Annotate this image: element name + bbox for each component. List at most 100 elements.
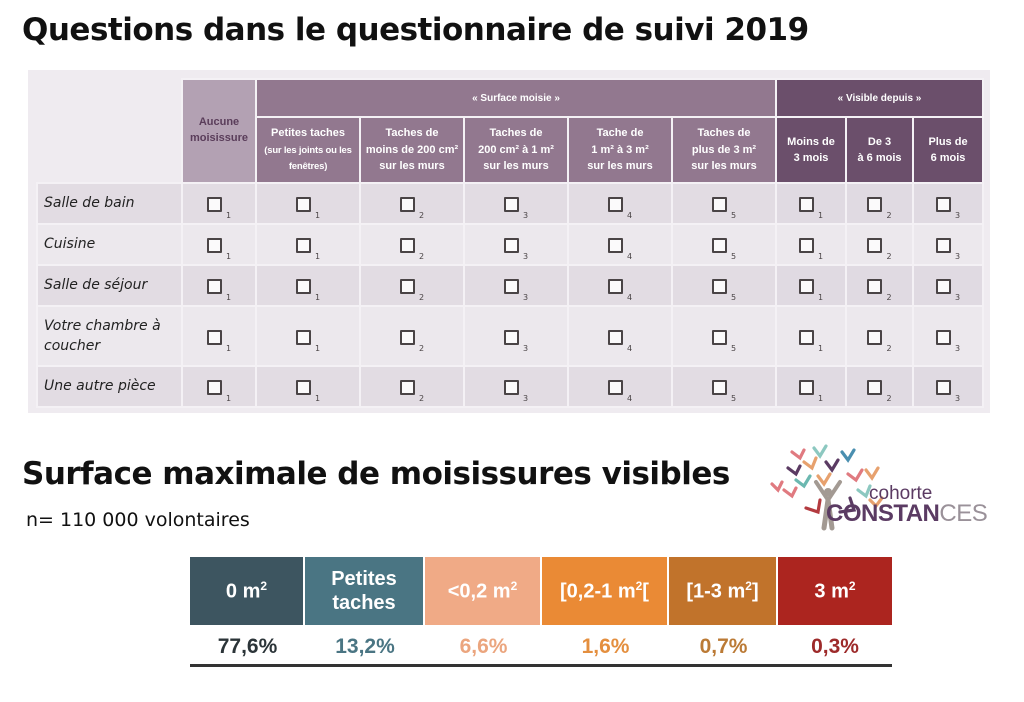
checkbox-cell[interactable]: 5	[671, 182, 777, 225]
checkbox[interactable]	[206, 329, 222, 345]
checkbox[interactable]	[798, 380, 814, 395]
checkbox-cell[interactable]: 2	[845, 223, 914, 266]
checkbox-cell[interactable]: 1	[775, 264, 847, 307]
checkbox[interactable]	[295, 197, 311, 212]
checkbox-cell[interactable]: 1	[181, 182, 257, 225]
checkbox-cell[interactable]: 3	[463, 182, 569, 225]
checkbox-cell[interactable]: 2	[359, 264, 465, 307]
checkbox[interactable]	[935, 238, 951, 253]
checkbox-cell[interactable]: 4	[567, 305, 673, 367]
checkbox[interactable]	[711, 279, 727, 294]
checkbox[interactable]	[607, 238, 623, 253]
checkbox-cell[interactable]: 3	[463, 365, 569, 408]
checkbox[interactable]	[798, 197, 814, 212]
checkbox-cell[interactable]: 3	[912, 223, 984, 266]
checkbox[interactable]	[503, 197, 519, 212]
checkbox-cell[interactable]: 3	[912, 264, 984, 307]
checkbox[interactable]	[798, 238, 814, 253]
checkbox-code: 2	[418, 252, 425, 261]
checkbox-cell[interactable]: 4	[567, 223, 673, 266]
checkbox[interactable]	[295, 329, 311, 345]
checkbox[interactable]	[206, 380, 222, 395]
checkbox-cell[interactable]: 3	[912, 182, 984, 225]
checkbox-cell[interactable]: 1	[181, 264, 257, 307]
checkbox[interactable]	[867, 238, 883, 253]
checkbox-cell[interactable]: 1	[255, 365, 361, 408]
checkbox-cell[interactable]: 2	[359, 223, 465, 266]
checkbox-cell[interactable]: 3	[463, 223, 569, 266]
checkbox-cell[interactable]: 1	[181, 223, 257, 266]
scale-segment: Petites taches	[305, 557, 425, 625]
checkbox[interactable]	[295, 380, 311, 395]
checkbox-code: 1	[225, 343, 232, 353]
checkbox-cell[interactable]: 3	[463, 264, 569, 307]
checkbox[interactable]	[798, 329, 814, 345]
checkbox[interactable]	[711, 197, 727, 212]
checkbox[interactable]	[206, 279, 222, 294]
header-line: (sur les joints ou les	[264, 144, 352, 156]
checkbox[interactable]	[503, 380, 519, 395]
checkbox-cell[interactable]: 1	[181, 305, 257, 367]
checkbox-cell[interactable]: 2	[359, 182, 465, 225]
checkbox-cell[interactable]: 2	[845, 182, 914, 225]
checkbox-cell[interactable]: 4	[567, 264, 673, 307]
checkbox-cell[interactable]: 2	[845, 264, 914, 307]
checkbox[interactable]	[399, 380, 415, 395]
checkbox-cell[interactable]: 2	[359, 365, 465, 408]
checkbox[interactable]	[503, 329, 519, 345]
checkbox[interactable]	[399, 197, 415, 212]
checkbox[interactable]	[935, 329, 951, 345]
checkbox-cell[interactable]: 1	[255, 182, 361, 225]
checkbox[interactable]	[935, 197, 951, 212]
checkbox[interactable]	[503, 279, 519, 294]
checkbox[interactable]	[867, 329, 883, 345]
checkbox-cell[interactable]: 4	[567, 365, 673, 408]
checkbox-cell[interactable]: 1	[255, 223, 361, 266]
checkbox[interactable]	[206, 238, 222, 253]
checkbox[interactable]	[607, 279, 623, 294]
checkbox[interactable]	[867, 197, 883, 212]
checkbox[interactable]	[206, 197, 222, 212]
checkbox[interactable]	[399, 238, 415, 253]
checkbox-cell[interactable]: 5	[671, 264, 777, 307]
checkbox[interactable]	[711, 329, 727, 345]
checkbox-cell[interactable]: 1	[775, 182, 847, 225]
scale-segment: [0,2-1 m2[	[542, 557, 669, 625]
checkbox[interactable]	[607, 380, 623, 395]
checkbox[interactable]	[711, 380, 727, 395]
checkbox[interactable]	[295, 279, 311, 294]
logo-text-constan: CONSTAN	[826, 500, 940, 527]
checkbox[interactable]	[867, 279, 883, 294]
checkbox-cell[interactable]: 1	[255, 264, 361, 307]
checkbox[interactable]	[935, 380, 951, 395]
checkbox[interactable]	[935, 279, 951, 294]
checkbox-code: 3	[954, 394, 961, 403]
checkbox[interactable]	[711, 238, 727, 253]
checkbox-cell[interactable]: 5	[671, 223, 777, 266]
scale-label-sup: 2	[260, 578, 268, 593]
checkbox-cell[interactable]: 3	[912, 305, 984, 367]
checkbox[interactable]	[867, 380, 883, 395]
checkbox[interactable]	[503, 238, 519, 253]
checkbox-cell[interactable]: 1	[181, 365, 257, 408]
checkbox-cell[interactable]: 3	[912, 365, 984, 408]
checkbox[interactable]	[607, 197, 623, 212]
checkbox-cell[interactable]: 1	[255, 305, 361, 367]
logo-text-ces: CES	[939, 500, 988, 527]
header-line: Taches de	[385, 127, 439, 140]
checkbox-cell[interactable]: 1	[775, 305, 847, 367]
checkbox-cell[interactable]: 2	[845, 305, 914, 367]
checkbox-cell[interactable]: 5	[671, 305, 777, 367]
checkbox[interactable]	[798, 279, 814, 294]
checkbox-cell[interactable]: 1	[775, 365, 847, 408]
checkbox-cell[interactable]: 2	[359, 305, 465, 367]
checkbox[interactable]	[399, 329, 415, 345]
checkbox-cell[interactable]: 5	[671, 365, 777, 408]
checkbox-cell[interactable]: 4	[567, 182, 673, 225]
checkbox-cell[interactable]: 2	[845, 365, 914, 408]
checkbox-cell[interactable]: 3	[463, 305, 569, 367]
checkbox[interactable]	[607, 329, 623, 345]
checkbox[interactable]	[399, 279, 415, 294]
checkbox[interactable]	[295, 238, 311, 253]
checkbox-cell[interactable]: 1	[775, 223, 847, 266]
